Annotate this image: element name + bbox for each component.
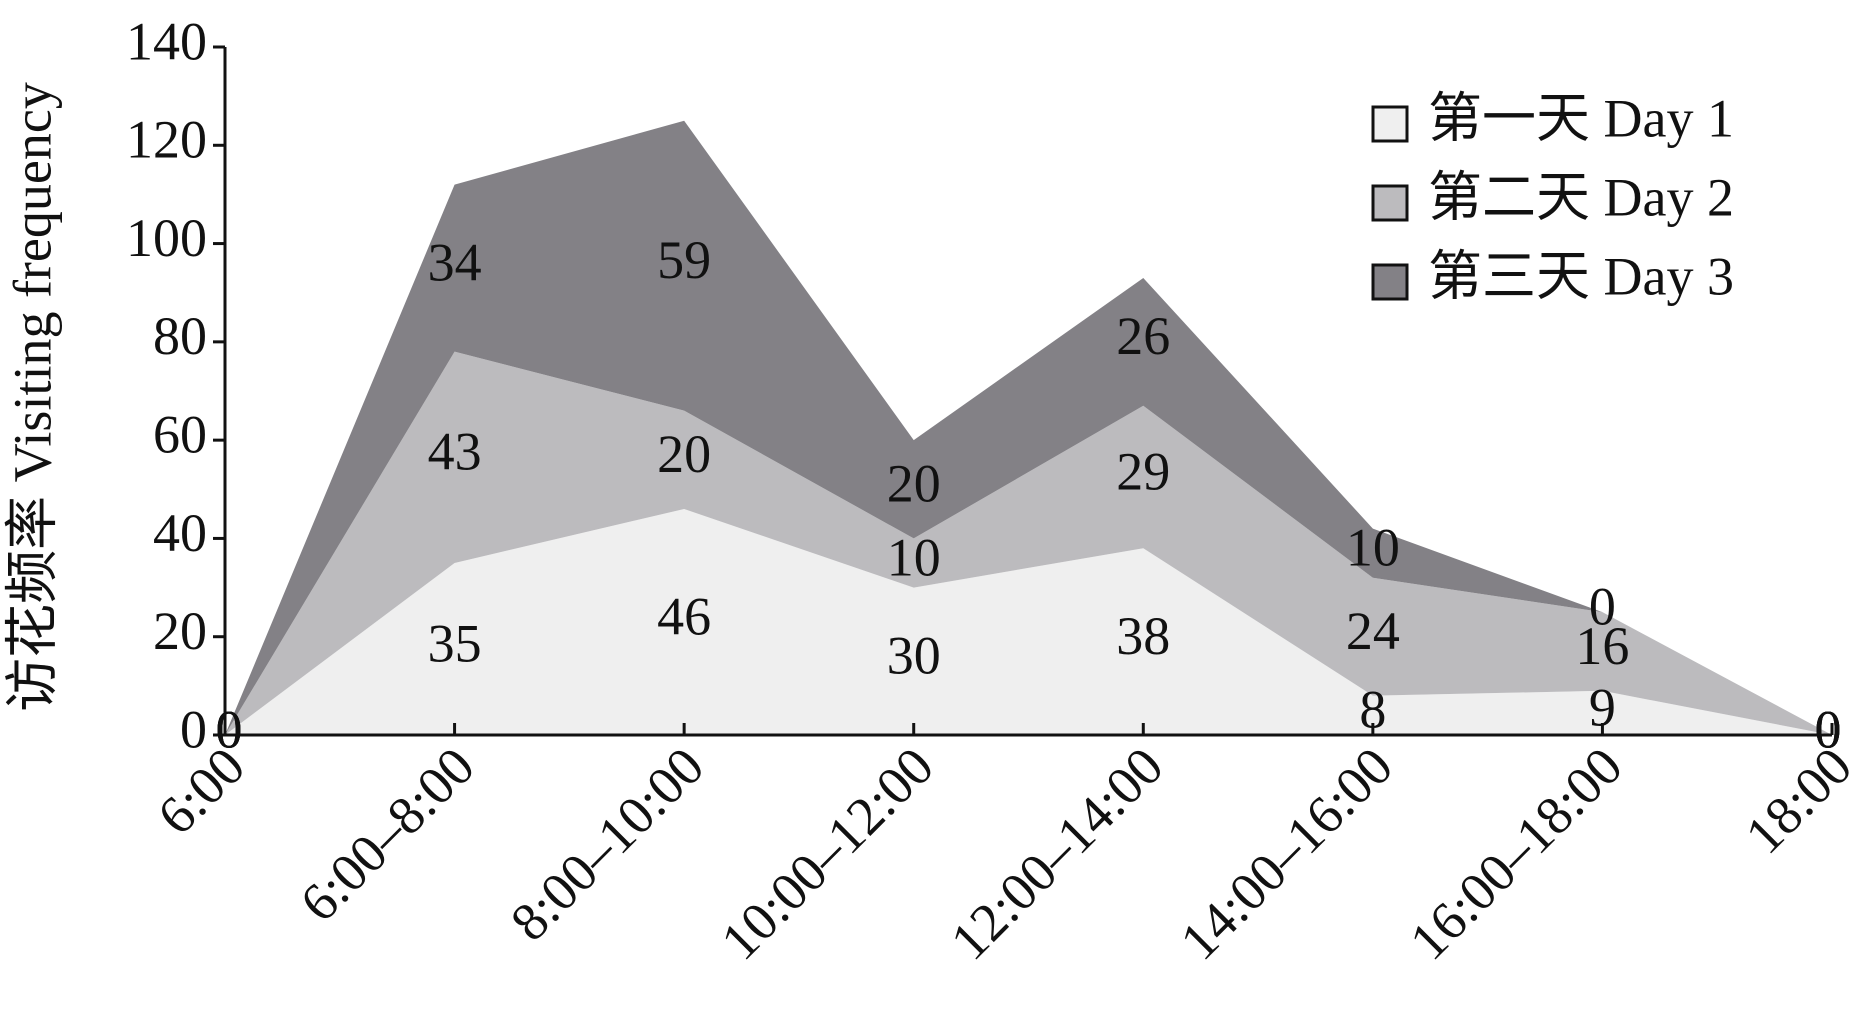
- legend-swatch: [1371, 184, 1409, 222]
- y-tick-label: 0: [180, 699, 207, 759]
- y-tick-label: 140: [126, 11, 207, 71]
- x-tick-label: 14:00–16:00: [1169, 736, 1404, 971]
- legend-swatch: [1371, 263, 1409, 301]
- data-label: 10: [887, 527, 941, 587]
- data-label: 0: [216, 699, 243, 759]
- data-label: 10: [1346, 518, 1400, 578]
- y-tick-label: 100: [126, 208, 207, 268]
- data-label: 29: [1116, 441, 1170, 501]
- y-tick-label: 20: [153, 601, 207, 661]
- area: [225, 508, 1832, 735]
- y-tick-label: 60: [153, 405, 207, 465]
- y-axis-label: 访花频率 Visiting frequency: [2, 82, 62, 712]
- data-label: 26: [1116, 306, 1170, 366]
- y-tick-label: 120: [126, 110, 207, 170]
- area: [225, 351, 1832, 735]
- data-label: 20: [657, 424, 711, 484]
- data-label: 0: [216, 699, 243, 759]
- data-label: 0: [1815, 699, 1842, 759]
- x-tick-label: 6:00–8:00: [289, 736, 486, 933]
- x-tick-label: 18:00: [1734, 736, 1856, 865]
- data-label: 24: [1346, 601, 1400, 661]
- data-label: 0: [1589, 577, 1616, 637]
- data-label: 20: [887, 454, 941, 514]
- data-label: 43: [428, 422, 482, 482]
- x-tick-label: 10:00–12:00: [709, 736, 944, 971]
- legend-swatch: [1371, 105, 1409, 143]
- data-label: 0: [216, 699, 243, 759]
- data-label: 38: [1116, 606, 1170, 666]
- data-label: 46: [657, 586, 711, 646]
- x-tick-label: 12:00–14:00: [939, 736, 1174, 971]
- area: [225, 120, 1832, 735]
- data-label: 0: [1815, 699, 1842, 759]
- data-label: 0: [1815, 699, 1842, 759]
- data-label: 30: [887, 626, 941, 686]
- legend-label: 第一天 Day 1: [1428, 88, 1734, 148]
- data-label: 35: [428, 613, 482, 673]
- legend-label: 第二天 Day 2: [1428, 167, 1734, 227]
- data-label: 34: [428, 233, 482, 293]
- x-tick-label: 16:00–18:00: [1398, 736, 1633, 971]
- data-label: 59: [657, 230, 711, 290]
- y-tick-label: 40: [153, 503, 207, 563]
- y-tick-label: 80: [153, 306, 207, 366]
- legend-label: 第三天 Day 3: [1428, 246, 1734, 306]
- data-label: 16: [1575, 616, 1629, 676]
- x-tick-label: 8:00–10:00: [499, 736, 715, 952]
